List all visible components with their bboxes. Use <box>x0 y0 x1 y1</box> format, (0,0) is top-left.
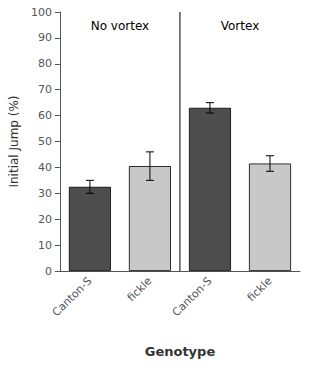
svg-text:Vortex: Vortex <box>221 19 260 33</box>
svg-text:10: 10 <box>38 239 52 252</box>
svg-text:Initial Jump (%): Initial Jump (%) <box>7 95 21 187</box>
svg-text:70: 70 <box>38 83 52 96</box>
svg-text:Genotype: Genotype <box>145 344 216 359</box>
svg-text:fickle: fickle <box>245 274 275 304</box>
svg-text:50: 50 <box>38 135 52 148</box>
svg-text:No vortex: No vortex <box>91 19 149 33</box>
svg-text:40: 40 <box>38 161 52 174</box>
svg-text:30: 30 <box>38 187 52 200</box>
svg-text:20: 20 <box>38 213 52 226</box>
svg-text:Canton-S: Canton-S <box>170 274 215 319</box>
svg-text:80: 80 <box>38 57 52 70</box>
svg-text:0: 0 <box>45 265 52 278</box>
svg-text:90: 90 <box>38 31 52 44</box>
svg-text:Canton-S: Canton-S <box>50 274 95 319</box>
svg-text:60: 60 <box>38 109 52 122</box>
svg-text:100: 100 <box>31 6 52 19</box>
svg-text:fickle: fickle <box>125 274 155 304</box>
